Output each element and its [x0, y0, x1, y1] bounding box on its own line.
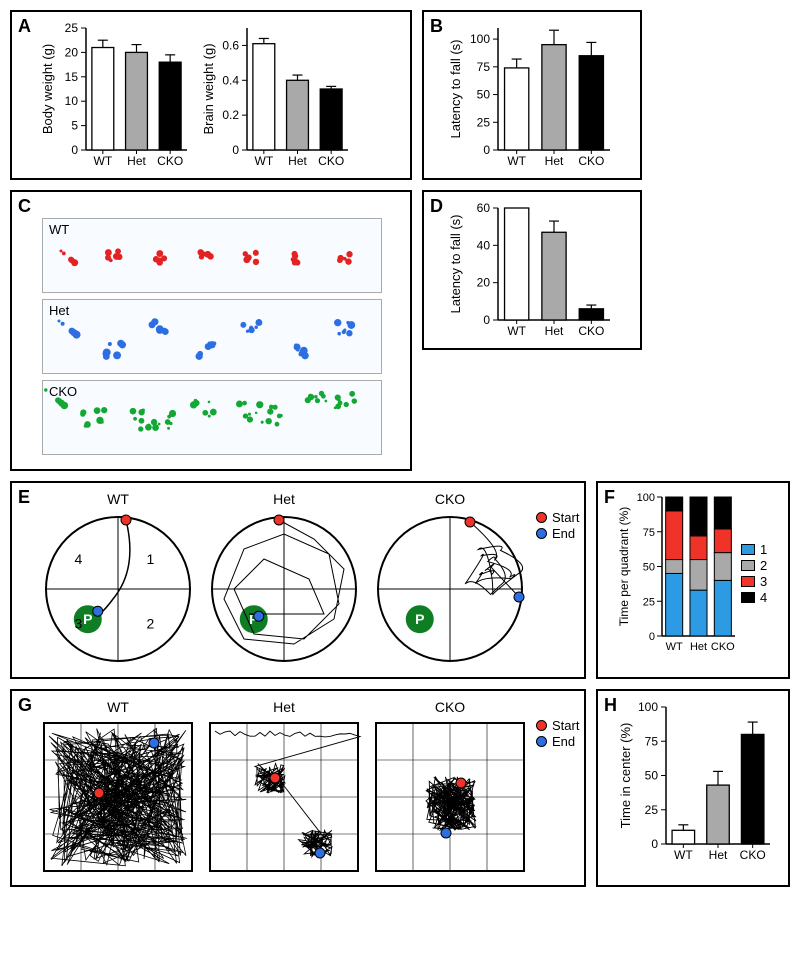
- panel-h: H 0 25 50 75 100 Time in center (%) WT Het CKO: [596, 689, 790, 887]
- svg-text:50: 50: [477, 88, 491, 102]
- open-field-cko: CKO: [370, 699, 530, 877]
- svg-text:WT: WT: [674, 848, 693, 862]
- svg-text:3: 3: [75, 616, 83, 632]
- panel-c: C WT Het CKO: [10, 190, 412, 471]
- svg-text:Het: Het: [127, 154, 146, 168]
- svg-text:10: 10: [65, 94, 79, 108]
- end-dot-icon: [536, 736, 547, 747]
- svg-text:25: 25: [645, 803, 659, 817]
- water-maze-het: Het P: [204, 491, 364, 669]
- panel-h-label: H: [604, 695, 617, 716]
- svg-text:75: 75: [645, 734, 659, 748]
- panel-g: G WT Het CKO Start End: [10, 689, 586, 887]
- svg-text:Time per quadrant (%): Time per quadrant (%): [617, 507, 631, 627]
- svg-text:Latency to fall (s): Latency to fall (s): [448, 215, 463, 314]
- panel-g-legend: Start End: [536, 717, 579, 750]
- svg-text:0.4: 0.4: [222, 73, 239, 87]
- legend-end: End: [536, 526, 579, 541]
- svg-text:WT: WT: [666, 641, 683, 653]
- svg-text:60: 60: [477, 201, 491, 215]
- svg-text:WT: WT: [94, 154, 113, 168]
- svg-text:50: 50: [643, 562, 655, 574]
- footprint-cko: CKO: [42, 380, 382, 455]
- svg-text:Het: Het: [288, 154, 307, 168]
- svg-text:CKO: CKO: [318, 154, 344, 168]
- svg-text:75: 75: [643, 527, 655, 539]
- open-field-wt: WT: [38, 699, 198, 877]
- svg-text:25: 25: [643, 596, 655, 608]
- panel-d-label: D: [430, 196, 443, 217]
- svg-text:Het: Het: [690, 641, 707, 653]
- svg-text:0: 0: [483, 143, 490, 157]
- svg-text:0: 0: [651, 837, 658, 851]
- water-maze-cko: CKO P: [370, 491, 530, 669]
- svg-text:0: 0: [71, 143, 78, 157]
- svg-text:75: 75: [477, 60, 491, 74]
- open-field-het: Het: [204, 699, 364, 877]
- svg-text:Het: Het: [545, 324, 564, 338]
- legend-start-g: Start: [536, 718, 579, 733]
- svg-text:0.2: 0.2: [222, 108, 239, 122]
- svg-text:Het: Het: [709, 848, 728, 862]
- svg-text:CKO: CKO: [578, 154, 604, 168]
- panel-c-label: C: [18, 196, 31, 217]
- svg-text:5: 5: [71, 119, 78, 133]
- svg-text:15: 15: [65, 70, 79, 84]
- svg-text:P: P: [415, 611, 424, 627]
- legend-start: Start: [536, 510, 579, 525]
- legend-q4: 4: [741, 590, 767, 605]
- svg-text:1: 1: [147, 551, 155, 567]
- svg-text:WT: WT: [507, 324, 526, 338]
- legend-q2: 2: [741, 558, 767, 573]
- svg-text:2: 2: [147, 616, 155, 632]
- panel-e-label: E: [18, 487, 30, 508]
- svg-text:WT: WT: [507, 154, 526, 168]
- panel-e: E WT P1234 Het P CKO P Start End: [10, 481, 586, 679]
- svg-text:25: 25: [65, 21, 79, 35]
- panel-g-label: G: [18, 695, 32, 716]
- svg-text:0: 0: [232, 143, 239, 157]
- panel-a-label: A: [18, 16, 31, 37]
- panel-f-legend: 1 2 3 4: [741, 541, 767, 606]
- svg-text:100: 100: [470, 32, 490, 46]
- svg-text:50: 50: [645, 769, 659, 783]
- panel-f-label: F: [604, 487, 615, 508]
- svg-text:CKO: CKO: [578, 324, 604, 338]
- svg-text:40: 40: [477, 238, 491, 252]
- svg-text:0: 0: [649, 631, 655, 643]
- svg-text:0: 0: [483, 313, 490, 327]
- svg-text:20: 20: [65, 45, 79, 59]
- svg-text:Latency to fall (s): Latency to fall (s): [448, 40, 463, 139]
- svg-text:100: 100: [637, 492, 655, 504]
- footprint-wt: WT: [42, 218, 382, 293]
- svg-text:Brain weight (g): Brain weight (g): [201, 43, 216, 134]
- legend-q3: 3: [741, 574, 767, 589]
- svg-text:Body weight (g): Body weight (g): [40, 44, 55, 134]
- svg-text:Time in center (%): Time in center (%): [618, 723, 633, 829]
- panel-a: A 0 5 10 15 20 25 Body weight (g) WT Het CKO 0 0.2 0…: [10, 10, 412, 180]
- svg-text:0.6: 0.6: [222, 38, 239, 52]
- panel-b: B 0 25 50 75 100 Latency to fall (s) WT Het CKO: [422, 10, 642, 180]
- legend-end-g: End: [536, 734, 579, 749]
- panel-e-legend: Start End: [536, 509, 579, 542]
- svg-text:CKO: CKO: [157, 154, 183, 168]
- svg-text:20: 20: [477, 276, 491, 290]
- water-maze-wt: WT P1234: [38, 491, 198, 669]
- svg-text:WT: WT: [255, 154, 274, 168]
- panel-d: D 0 20 40 60 Latency to fall (s) WT Het CKO: [422, 190, 642, 350]
- svg-text:CKO: CKO: [711, 641, 735, 653]
- start-dot-icon: [536, 720, 547, 731]
- footprint-het: Het: [42, 299, 382, 374]
- panel-f: F 0 25 50 75 100 Time per quadrant (%) WT Het CK…: [596, 481, 790, 679]
- svg-text:P: P: [83, 611, 92, 627]
- legend-q1: 1: [741, 542, 767, 557]
- svg-text:100: 100: [638, 700, 658, 714]
- svg-text:Het: Het: [545, 154, 564, 168]
- svg-text:CKO: CKO: [740, 848, 766, 862]
- start-dot-icon: [536, 512, 547, 523]
- svg-text:4: 4: [75, 551, 83, 567]
- svg-text:25: 25: [477, 115, 491, 129]
- end-dot-icon: [536, 528, 547, 539]
- panel-b-label: B: [430, 16, 443, 37]
